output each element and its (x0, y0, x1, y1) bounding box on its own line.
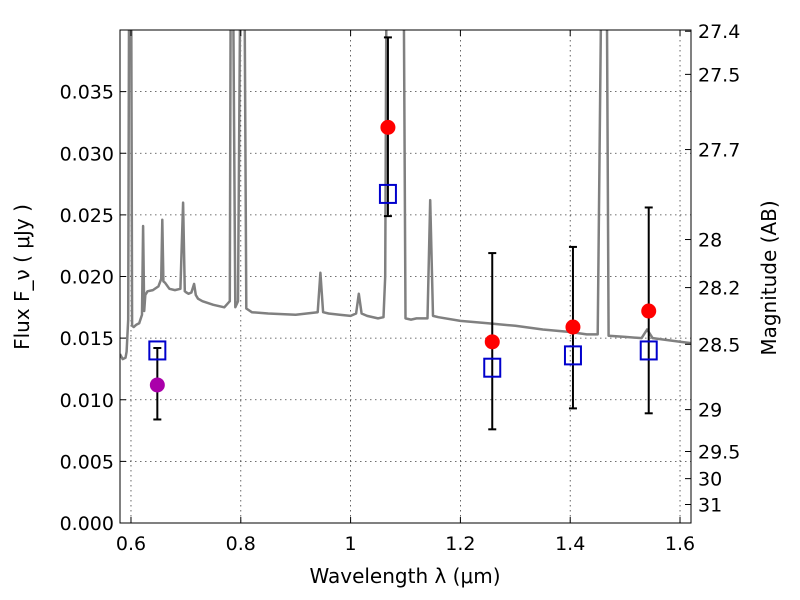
ticks: 0.6 0.8 1 1.2 1.4 1.6 0.000 0.005 0.010 0.015 0.02… (60, 21, 741, 555)
x-tick-label: 1.4 (555, 533, 585, 555)
synthetic-point (483, 357, 502, 378)
right-tick-label: 27.4 (698, 21, 740, 43)
y-tick-label: 0.015 (60, 328, 114, 350)
x-tick-label: 0.6 (116, 533, 146, 555)
observed-point (641, 303, 657, 319)
y-tick-label: 0.030 (60, 143, 114, 165)
right-tick-label: 31 (698, 495, 722, 517)
x-tick-label: 0.8 (226, 533, 256, 555)
y-axis-label: Flux F_ν ( μJy ) (10, 204, 34, 350)
series-layer (120, 30, 691, 431)
x-axis-label: Wavelength λ (μm) (309, 564, 500, 588)
right-tick-label: 27.5 (698, 64, 740, 86)
x-tick-label: 1.2 (445, 533, 475, 555)
synthetic-point (148, 340, 167, 361)
x-tick-label: 1 (345, 533, 357, 555)
right-tick-label: 28.5 (698, 334, 740, 356)
y-tick-label: 0.000 (60, 513, 114, 535)
right-tick-label: 28 (698, 230, 722, 252)
y-tick-label: 0.025 (60, 205, 114, 227)
synthetic-point (378, 183, 397, 204)
y-tick-label: 0.020 (60, 267, 114, 289)
y-tick-label: 0.005 (60, 451, 114, 473)
observed-point (380, 119, 396, 135)
right-tick-label: 29.5 (698, 442, 740, 464)
synthetic-point (639, 340, 658, 361)
y-tick-label: 0.035 (60, 82, 114, 104)
right-axis-label: Magnitude (AB) (757, 200, 781, 355)
right-tick-label: 27.7 (698, 140, 740, 162)
x-tick-label: 1.6 (665, 533, 695, 555)
synthetic-point (563, 345, 582, 366)
model-spectrum-line (120, 30, 691, 361)
observed-point (565, 319, 581, 335)
right-tick-label: 30 (698, 469, 722, 491)
observed-point (484, 334, 500, 350)
right-tick-label: 29 (698, 400, 722, 422)
observed-point-special (149, 377, 165, 393)
right-tick-label: 28.2 (698, 278, 740, 300)
y-tick-label: 0.010 (60, 390, 114, 412)
